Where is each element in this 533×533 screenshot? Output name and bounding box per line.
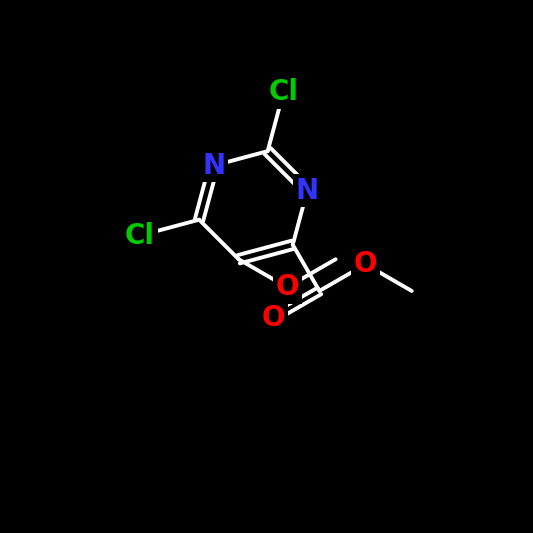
Text: N: N — [296, 177, 319, 205]
Text: Cl: Cl — [125, 222, 155, 249]
Text: O: O — [354, 251, 377, 278]
Text: O: O — [276, 273, 299, 301]
Text: O: O — [262, 304, 285, 332]
Text: N: N — [202, 151, 225, 180]
Text: Cl: Cl — [269, 78, 298, 106]
